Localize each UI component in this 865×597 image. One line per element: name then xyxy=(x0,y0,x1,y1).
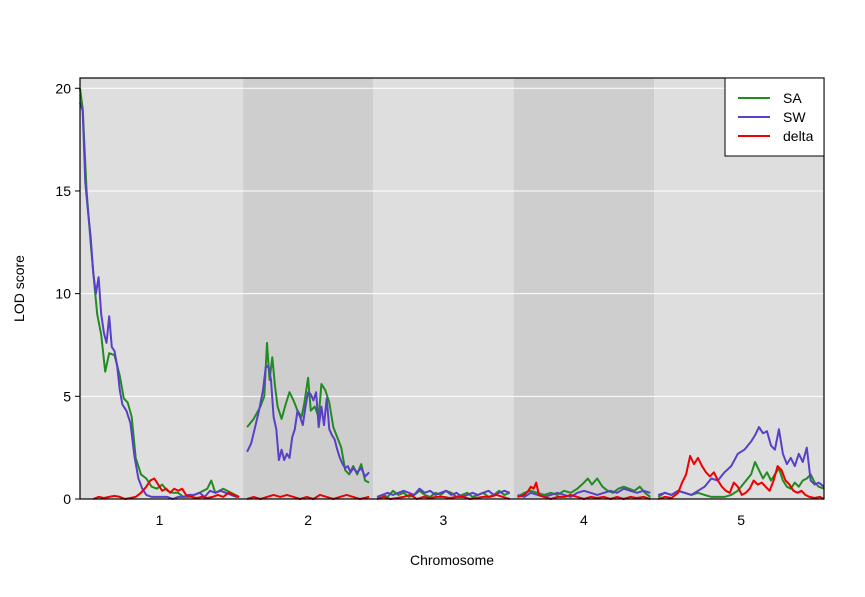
series-delta-chr-1 xyxy=(92,477,240,500)
series-SW-chr-1 xyxy=(79,102,240,500)
legend-label-delta: delta xyxy=(783,128,814,144)
y-tick-label-20: 20 xyxy=(55,80,71,96)
x-tick-label-3: 3 xyxy=(439,512,447,528)
chromosome-bands xyxy=(80,78,824,499)
x-tick-label-1: 1 xyxy=(156,512,164,528)
legend: SA SW delta xyxy=(724,77,825,157)
series-delta-chr-5 xyxy=(657,454,825,500)
gridlines xyxy=(80,87,824,397)
series-delta-chr-2 xyxy=(246,493,370,500)
series-SA-chr-4 xyxy=(517,477,651,498)
x-tick-label-2: 2 xyxy=(304,512,312,528)
y-tick-label-0: 0 xyxy=(63,491,71,507)
chromosome-band-3 xyxy=(373,78,514,499)
series-SW-chr-3 xyxy=(376,487,511,498)
legend-label-SA: SA xyxy=(783,90,802,106)
y-tick-label-10: 10 xyxy=(55,286,71,302)
y-tick-label-15: 15 xyxy=(55,183,71,199)
x-axis-ticks: 1 2 3 4 5 xyxy=(156,512,746,528)
series-lines xyxy=(79,88,825,500)
series-SW-chr-5 xyxy=(657,426,825,496)
plot-frame xyxy=(79,77,825,500)
series-delta-chr-3 xyxy=(376,493,511,500)
series-SW-chr-2 xyxy=(246,364,370,478)
y-axis-ticks: 0 5 10 15 20 xyxy=(55,80,80,507)
chromosome-band-4 xyxy=(513,78,655,499)
x-tick-label-5: 5 xyxy=(737,512,745,528)
legend-label-SW: SW xyxy=(783,109,806,125)
chromosome-band-2 xyxy=(243,78,374,499)
y-tick-label-5: 5 xyxy=(63,388,71,404)
y-axis-title: LOD score xyxy=(11,255,27,322)
x-tick-label-4: 4 xyxy=(580,512,588,528)
chromosome-band-1 xyxy=(80,78,244,499)
x-axis-title: Chromosome xyxy=(410,552,494,568)
